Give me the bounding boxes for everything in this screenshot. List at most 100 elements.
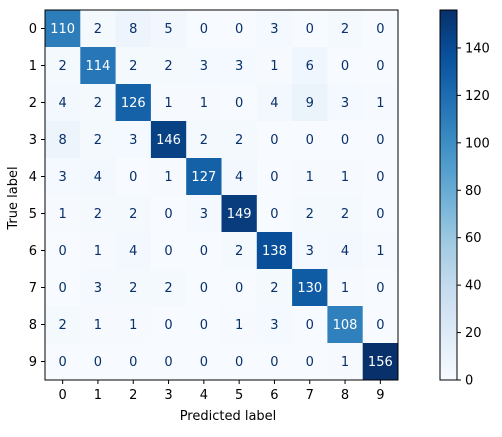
cell-label-0-0: 110 [50, 22, 75, 37]
y-tick-label-4: 4 [29, 170, 37, 185]
x-tick-label-6: 6 [270, 388, 278, 403]
y-tick-label-0: 0 [29, 22, 37, 37]
heatmap-cell-1-8 [327, 47, 364, 85]
heatmap-cell-9-1 [80, 343, 117, 381]
cell-label-8-6: 3 [270, 318, 278, 333]
x-tick-label-7: 7 [306, 388, 314, 403]
colorbar-tick-label-0: 0 [465, 374, 473, 389]
cell-label-7-0: 0 [59, 281, 67, 296]
cell-label-7-5: 0 [235, 281, 243, 296]
heatmap-cell-8-8 [327, 306, 364, 344]
cell-label-0-4: 0 [200, 22, 208, 37]
heatmap-cell-9-0 [45, 343, 81, 381]
colorbar-tick-label-20: 20 [465, 326, 482, 341]
cell-label-3-9: 0 [376, 133, 384, 148]
heatmap-cell-0-5 [221, 10, 258, 48]
heatmap-cell-4-5 [221, 158, 258, 196]
heatmap-cell-8-7 [292, 306, 328, 344]
y-tick-label-5: 5 [29, 207, 37, 222]
colorbar-ticks: 0 20 40 60 80 100 120 140 [457, 41, 490, 389]
cell-label-2-1: 2 [94, 96, 102, 111]
cell-label-8-0: 2 [59, 318, 67, 333]
heatmap-cell-9-6 [256, 343, 293, 381]
cell-label-5-9: 0 [376, 207, 384, 222]
cell-label-9-8: 1 [341, 355, 349, 370]
heatmap-cell-6-0 [45, 232, 81, 270]
y-tick-label-8: 8 [29, 318, 37, 333]
heatmap-cell-2-2 [115, 84, 152, 122]
heatmap-cell-5-4 [186, 195, 222, 233]
cell-label-8-9: 0 [376, 318, 384, 333]
heatmap-cell-0-7 [292, 10, 328, 48]
heatmap-cell-7-4 [186, 269, 222, 307]
cell-label-1-8: 0 [341, 59, 349, 74]
heatmap-cell-2-6 [256, 84, 293, 122]
heatmap-cell-7-2 [115, 269, 152, 307]
y-tick-label-3: 3 [29, 133, 37, 148]
heatmap-cell-3-6 [256, 121, 293, 159]
cell-label-7-4: 0 [200, 281, 208, 296]
heatmap-cell-2-9 [362, 84, 399, 122]
heatmap-cell-4-8 [327, 158, 364, 196]
cell-label-3-2: 3 [129, 133, 137, 148]
cell-label-5-0: 1 [59, 207, 67, 222]
heatmap-cell-3-8 [327, 121, 364, 159]
cell-label-7-8: 1 [341, 281, 349, 296]
heatmap-cell-3-9 [362, 121, 399, 159]
cell-label-7-3: 2 [164, 281, 172, 296]
heatmap-cell-0-2 [115, 10, 152, 48]
cell-label-3-5: 2 [235, 133, 243, 148]
heatmap-cell-8-2 [115, 306, 152, 344]
heatmap-cell-7-5 [221, 269, 258, 307]
heatmap-cell-7-3 [150, 269, 187, 307]
cell-label-0-8: 2 [341, 22, 349, 37]
heatmap-cell-5-9 [362, 195, 399, 233]
cell-label-8-7: 0 [306, 318, 314, 333]
heatmap-cell-8-3 [150, 306, 187, 344]
heatmap-cell-8-6 [256, 306, 293, 344]
cell-label-9-2: 0 [129, 355, 137, 370]
cell-label-1-6: 1 [270, 59, 278, 74]
cell-label-0-7: 0 [306, 22, 314, 37]
heatmap-cell-1-5 [221, 47, 258, 85]
cell-label-9-9: 156 [368, 355, 393, 370]
cell-label-4-5: 4 [235, 170, 243, 185]
cell-label-9-1: 0 [94, 355, 102, 370]
heatmap-cell-7-9 [362, 269, 399, 307]
heatmap-cell-5-1 [80, 195, 117, 233]
cell-label-3-6: 0 [270, 133, 278, 148]
heatmap-cell-5-3 [150, 195, 187, 233]
cell-label-2-3: 1 [164, 96, 172, 111]
heatmap-cell-2-3 [150, 84, 187, 122]
cell-label-6-0: 0 [59, 244, 67, 259]
cell-label-1-3: 2 [164, 59, 172, 74]
cell-label-6-5: 2 [235, 244, 243, 259]
cell-label-9-7: 0 [306, 355, 314, 370]
cell-label-2-2: 126 [121, 96, 146, 111]
heatmap-cell-6-5 [221, 232, 258, 270]
cell-label-3-8: 0 [341, 133, 349, 148]
x-tick-label-3: 3 [164, 388, 172, 403]
cell-label-6-9: 1 [376, 244, 384, 259]
cell-label-5-1: 2 [94, 207, 102, 222]
y-axis-ticks: 0 1 2 3 4 5 6 7 8 9 [29, 22, 45, 370]
cell-label-3-1: 2 [94, 133, 102, 148]
heatmap-cell-6-4 [186, 232, 222, 270]
cell-label-9-0: 0 [59, 355, 67, 370]
cell-label-5-5: 149 [227, 207, 252, 222]
heatmap-cell-5-2 [115, 195, 152, 233]
heatmap-cell-4-4 [186, 158, 222, 196]
heatmap-cell-3-3 [150, 121, 187, 159]
x-tick-label-0: 0 [59, 388, 67, 403]
heatmap-cell-2-4 [186, 84, 222, 122]
heatmap-cell-0-8 [327, 10, 364, 48]
heatmap-cell-4-6 [256, 158, 293, 196]
heatmap-cell-4-1 [80, 158, 117, 196]
heatmap-cell-3-0 [45, 121, 81, 159]
cell-label-4-1: 4 [94, 170, 102, 185]
heatmap-cell-8-5 [221, 306, 258, 344]
colorbar-tick-label-60: 60 [465, 231, 482, 246]
heatmap-cell-0-9 [362, 10, 399, 48]
x-tick-label-9: 9 [376, 388, 384, 403]
